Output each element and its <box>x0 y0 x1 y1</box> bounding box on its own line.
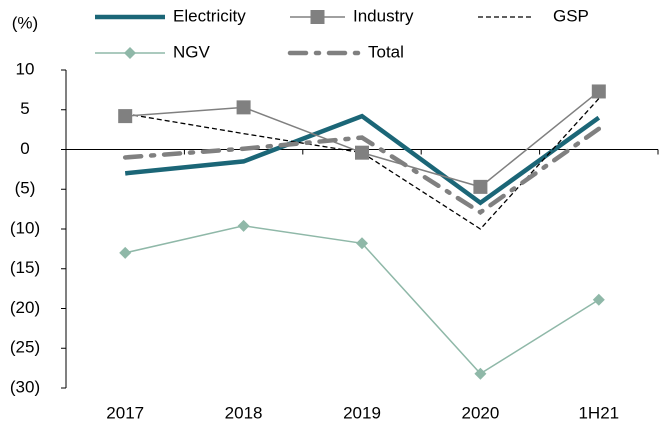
y-tick-label: (25) <box>10 338 40 357</box>
legend-label: Total <box>368 42 404 61</box>
x-tick-label: 1H21 <box>578 403 619 422</box>
y-tick-label: 5 <box>20 99 29 118</box>
x-tick-label: 2017 <box>106 403 144 422</box>
marker <box>592 293 605 306</box>
marker <box>118 109 133 124</box>
y-tick-label: (30) <box>10 377 40 396</box>
series-line <box>125 98 600 230</box>
marker <box>473 179 488 194</box>
marker <box>237 219 250 232</box>
y-axis-label: (%) <box>12 13 38 32</box>
y-tick-label: 0 <box>20 139 29 158</box>
marker <box>236 100 251 115</box>
x-tick-label: 2018 <box>225 403 263 422</box>
y-tick-label: (20) <box>10 298 40 317</box>
marker <box>124 47 136 59</box>
marker <box>119 246 132 259</box>
y-tick-label: (15) <box>10 258 40 277</box>
legend-label: NGV <box>173 42 211 61</box>
y-tick-label: 10 <box>16 59 35 78</box>
marker <box>356 237 368 250</box>
y-tick-label: (5) <box>15 179 36 198</box>
legend-label: GSP <box>553 6 589 25</box>
legend-label: Industry <box>353 6 414 25</box>
marker <box>474 367 487 380</box>
series-line <box>124 113 601 206</box>
marker <box>591 84 606 99</box>
y-tick-label: (10) <box>10 218 40 237</box>
x-tick-label: 2020 <box>461 403 499 422</box>
marker <box>310 10 325 24</box>
series-line <box>122 126 602 216</box>
marker <box>355 145 369 160</box>
legend-label: Electricity <box>173 6 246 25</box>
x-tick-label: 2019 <box>343 403 381 422</box>
